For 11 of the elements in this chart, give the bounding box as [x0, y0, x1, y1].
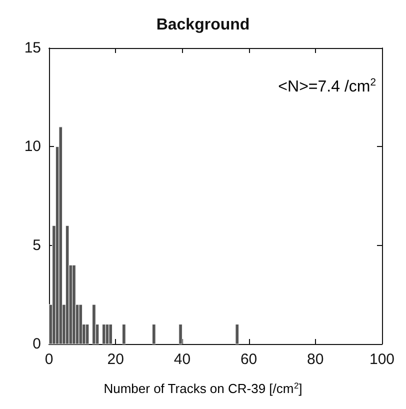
y-tick-label: 0	[32, 336, 41, 352]
x-tick-label: 20	[107, 351, 124, 368]
x-tick-label: 80	[307, 351, 324, 368]
x-tick-label: 100	[369, 351, 395, 368]
y-tick-label: 15	[24, 40, 41, 56]
y-tick-label: 5	[32, 236, 41, 254]
y-tick-label: 10	[24, 138, 41, 156]
x-tick-label: 0	[44, 351, 54, 368]
x-tick-label: 60	[240, 351, 258, 368]
chart-title: Background	[156, 16, 250, 34]
x-tick-label: 40	[174, 351, 191, 368]
